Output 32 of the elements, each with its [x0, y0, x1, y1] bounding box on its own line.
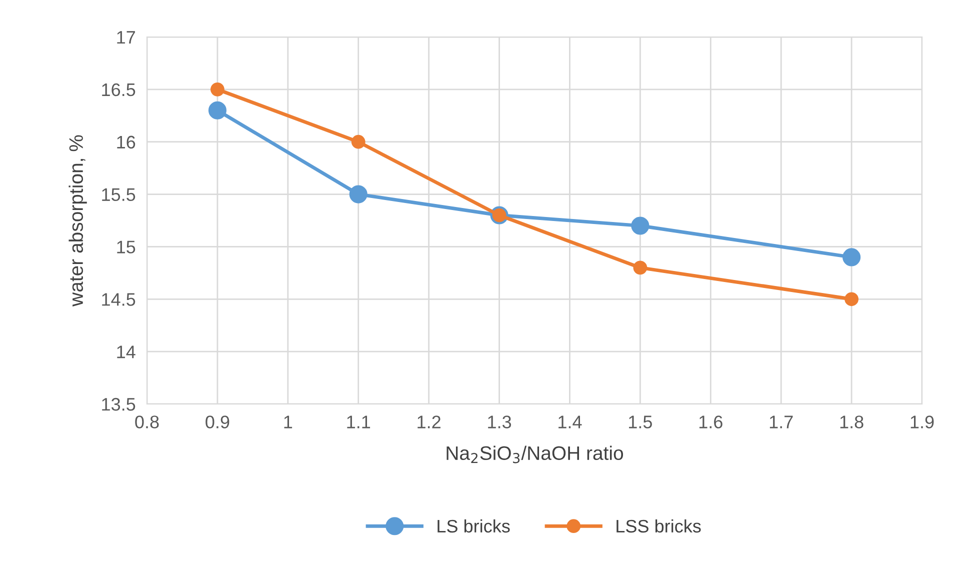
- y-tick-label: 16: [117, 136, 136, 149]
- point: [351, 134, 366, 149]
- x-tick-label: 1.5: [629, 416, 652, 428]
- point: [349, 185, 368, 204]
- point: [633, 260, 648, 275]
- x-tick-label: 1.6: [699, 416, 722, 428]
- y-tick-label: 14.5: [102, 293, 136, 306]
- x-tick-label: 1.9: [910, 416, 934, 428]
- x-tick-label: 1: [284, 416, 292, 428]
- x-tick-label: 1.7: [770, 416, 793, 428]
- y-tick-label: 13.5: [102, 398, 136, 411]
- point: [210, 82, 224, 96]
- point: [842, 248, 861, 266]
- y-tick-label: 17: [117, 31, 135, 44]
- legend-label: LS bricks: [438, 519, 510, 533]
- x-tick-label: 1.2: [418, 416, 440, 428]
- x-tick-label: 1.8: [840, 416, 864, 428]
- x-tick-label: 1.1: [347, 416, 370, 428]
- x-tick-label: 0.9: [206, 416, 230, 428]
- x-tick-label: 1.4: [558, 416, 582, 428]
- y-tick-label: 16.5: [102, 83, 136, 96]
- x-axis-title: Na$_{2}$SiO$_{3}$/NaOH ratio: [446, 446, 624, 464]
- x-tick-label: 1.3: [488, 416, 512, 428]
- legend-label: LSS bricks: [616, 519, 701, 533]
- y-axis-title: water absorption, %: [68, 135, 87, 306]
- y-tick-label: 14: [117, 346, 136, 358]
- point: [631, 216, 650, 235]
- x-tick-label: 0.8: [135, 416, 159, 428]
- y-tick-label: 15.5: [102, 188, 136, 202]
- y-tick-label: 15: [117, 240, 136, 254]
- point: [208, 101, 226, 120]
- point: [844, 292, 858, 306]
